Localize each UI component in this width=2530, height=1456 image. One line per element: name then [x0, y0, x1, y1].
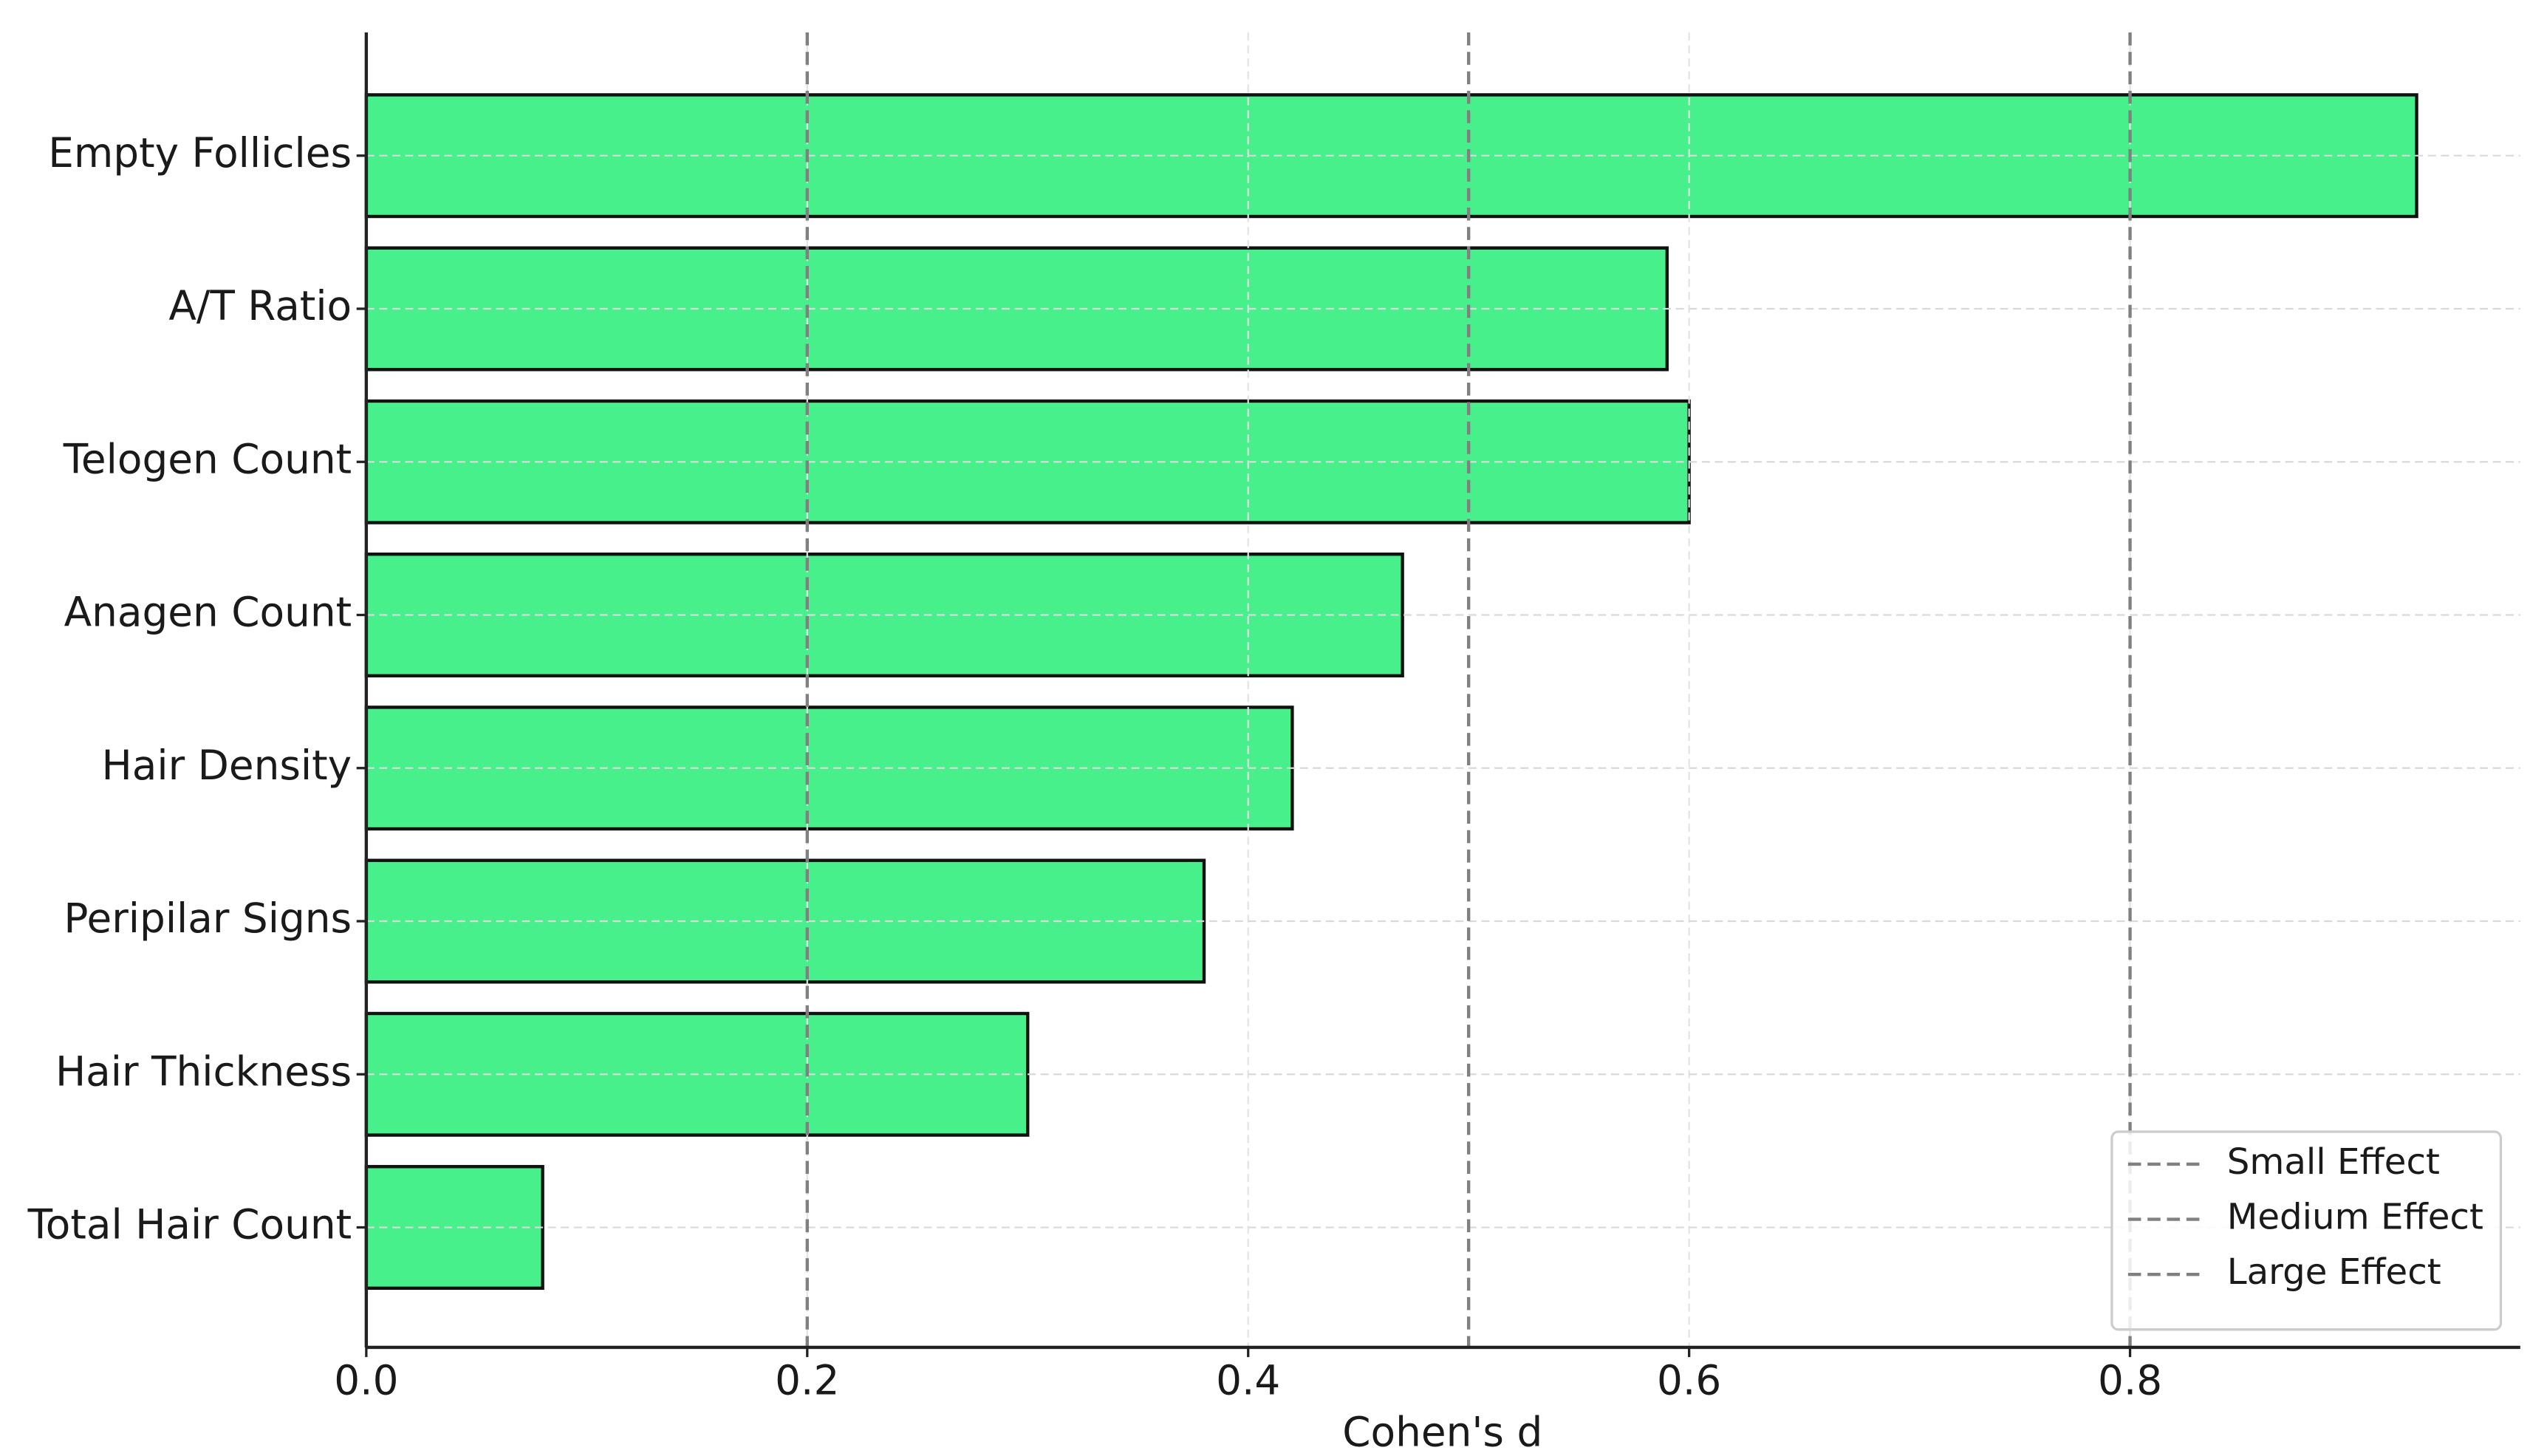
- y-tick-label: Empty Follicles: [48, 129, 352, 177]
- y-tick-label: A/T Ratio: [168, 282, 352, 329]
- y-tick-label: Peripilar Signs: [64, 895, 352, 942]
- x-tick-label: 0.4: [1216, 1356, 1280, 1404]
- x-tick-label: 0.8: [2098, 1356, 2162, 1404]
- y-tick-label: Anagen Count: [64, 589, 352, 636]
- y-tick-label: Total Hair Count: [27, 1201, 352, 1248]
- bar: [364, 705, 1294, 831]
- legend-label: Large Effect: [2227, 1251, 2441, 1293]
- legend-label: Small Effect: [2227, 1141, 2440, 1183]
- x-tick-label: 0.2: [775, 1356, 839, 1404]
- legend: [2110, 1130, 2503, 1331]
- x-tick-label: 0.0: [334, 1356, 398, 1404]
- bar: [364, 552, 1404, 677]
- x-axis-label: Cohen's d: [1342, 1409, 1542, 1456]
- legend-label: Medium Effect: [2227, 1197, 2483, 1238]
- y-tick-label: Hair Density: [102, 742, 352, 789]
- y-tick-label: Hair Thickness: [55, 1047, 352, 1095]
- y-tick-label: Telogen Count: [63, 435, 352, 482]
- x-tick-label: 0.6: [1657, 1356, 1721, 1404]
